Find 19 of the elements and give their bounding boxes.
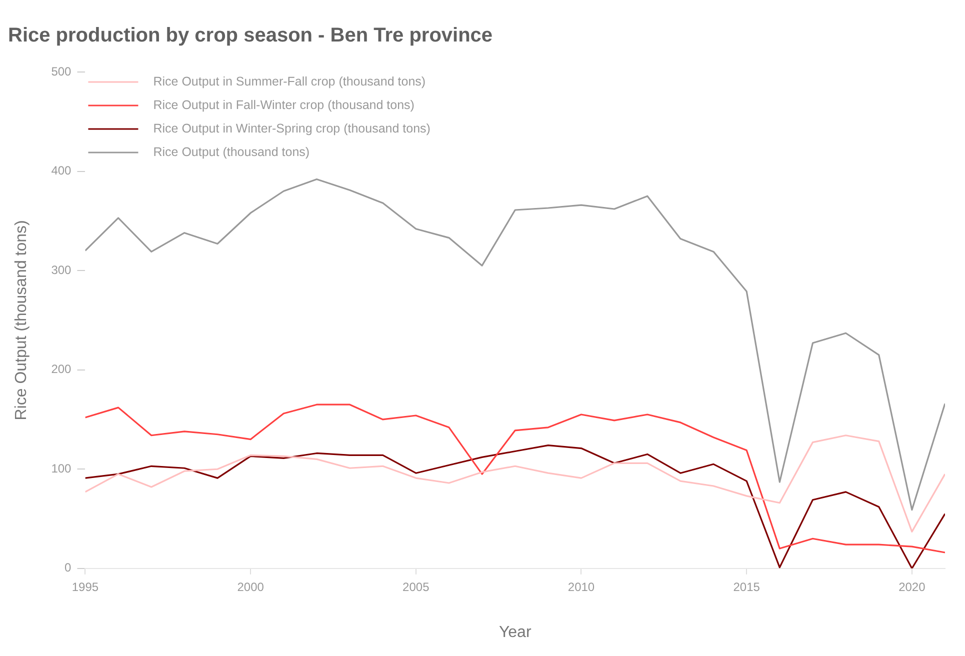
x-tick-label: 2005 xyxy=(402,580,430,594)
x-tick-label: 2020 xyxy=(898,580,926,594)
chart-title: Rice production by crop season - Ben Tre province xyxy=(8,24,493,47)
x-tick-label: 2010 xyxy=(568,580,595,594)
y-tick-label: 300 xyxy=(51,262,72,277)
y-tick-label: 100 xyxy=(51,461,72,476)
legend-label: Rice Output in Summer-Fall crop (thousand tons) xyxy=(153,74,426,88)
y-tick-label: 0 xyxy=(64,560,72,575)
legend-label: Rice Output in Fall-Winter crop (thousand tons) xyxy=(153,98,414,112)
legend-label: Rice Output in Winter-Spring crop (thousand tons) xyxy=(153,121,430,136)
y-tick-label: 500 xyxy=(51,64,72,78)
x-tick-label: 2015 xyxy=(733,580,760,594)
x-tick-label: 2000 xyxy=(237,580,264,594)
x-tick-label: 1995 xyxy=(72,580,99,594)
y-tick-label: 200 xyxy=(51,362,72,376)
legend-label: Rice Output (thousand tons) xyxy=(153,144,310,159)
x-axis-title: Year xyxy=(498,624,532,641)
y-axis-title: Rice Output (thousand tons) xyxy=(13,220,30,420)
y-tick-label: 400 xyxy=(51,164,72,178)
